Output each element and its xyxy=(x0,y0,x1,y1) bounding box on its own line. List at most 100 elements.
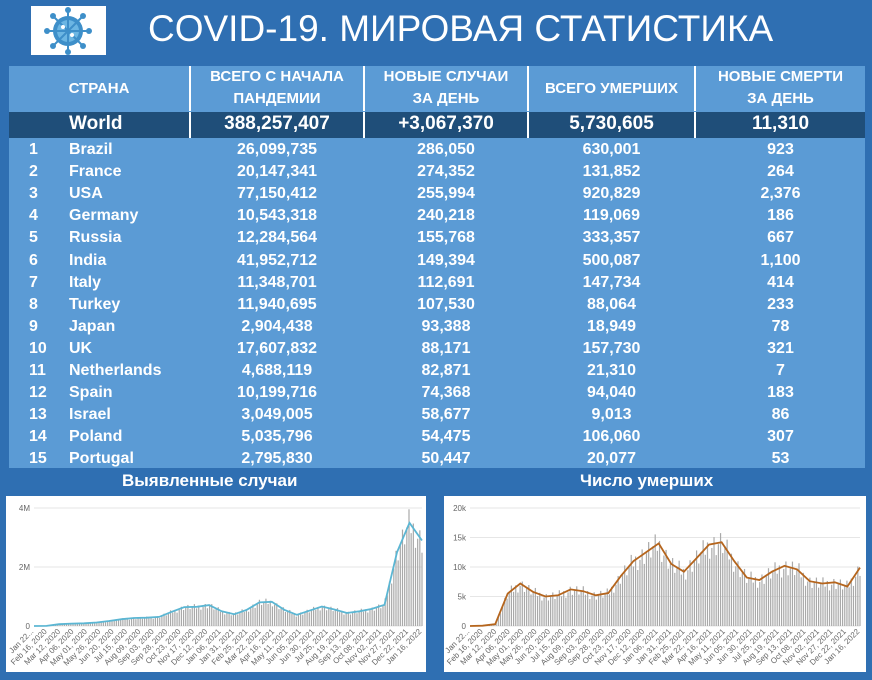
world-row: World 388,257,407 +3,067,370 5,730,605 1… xyxy=(9,112,865,138)
bar xyxy=(689,560,691,626)
divider xyxy=(363,66,365,111)
bar xyxy=(369,610,371,626)
bar xyxy=(113,620,115,626)
bar xyxy=(512,591,515,626)
cell-total-cases: 10,543,318 xyxy=(236,207,318,225)
bar xyxy=(794,575,796,626)
bar xyxy=(148,618,150,626)
bar xyxy=(419,530,421,626)
divider xyxy=(189,112,191,138)
bar xyxy=(761,574,763,626)
bar xyxy=(743,568,746,626)
bar xyxy=(674,572,676,626)
bar xyxy=(602,597,604,626)
bar xyxy=(855,576,857,626)
bar xyxy=(785,561,787,626)
bar xyxy=(358,611,360,626)
bar xyxy=(133,617,135,626)
bar xyxy=(130,618,133,626)
cell-total-deaths: 9,013 xyxy=(591,406,632,424)
bar xyxy=(271,606,274,626)
bar xyxy=(772,570,774,626)
bar xyxy=(217,607,219,626)
bar xyxy=(667,568,669,626)
bar xyxy=(571,594,574,626)
table-row: 8 Turkey 11,940,695 107,530 88,064 233 xyxy=(9,295,865,317)
cell-country: Japan xyxy=(69,317,116,335)
bar xyxy=(759,581,761,626)
cell-country: Turkey xyxy=(69,295,121,313)
bar xyxy=(621,574,624,626)
bar xyxy=(809,577,811,626)
bar xyxy=(256,603,258,626)
bar xyxy=(247,611,250,626)
bar xyxy=(663,555,665,626)
cell-total-deaths: 18,949 xyxy=(587,317,636,335)
bar xyxy=(591,595,593,626)
bar xyxy=(349,614,352,626)
bar xyxy=(658,540,661,626)
bar xyxy=(341,610,343,626)
bar xyxy=(859,575,861,626)
bar xyxy=(502,606,504,626)
bar xyxy=(206,608,209,626)
y-tick-label: 20k xyxy=(453,504,467,513)
bar xyxy=(639,559,641,626)
cell-total-deaths: 630,001 xyxy=(582,141,641,158)
trend-line xyxy=(469,541,861,627)
bar xyxy=(532,591,534,626)
bar xyxy=(65,623,68,626)
bar xyxy=(399,545,401,626)
bar xyxy=(278,609,280,626)
bar xyxy=(232,614,235,626)
y-tick-label: 15k xyxy=(453,534,467,543)
bar xyxy=(615,584,617,626)
bar xyxy=(844,584,846,626)
bar xyxy=(63,624,65,626)
bar xyxy=(754,577,757,626)
bar xyxy=(198,605,200,626)
bar xyxy=(584,594,587,626)
bar xyxy=(578,594,580,626)
bar xyxy=(637,570,639,626)
table-row: 9 Japan 2,904,438 93,388 18,949 78 xyxy=(9,317,865,339)
cell-new-deaths: 414 xyxy=(767,273,794,291)
bar xyxy=(83,623,85,626)
world-total-cases: 388,257,407 xyxy=(224,113,330,134)
bar xyxy=(676,566,678,626)
header-total-deaths: ВСЕГО УМЕРШИХ xyxy=(545,80,678,97)
cell-new-deaths: 53 xyxy=(771,450,790,468)
bar xyxy=(282,607,284,626)
cell-country: Russia xyxy=(69,229,122,247)
cell-total-deaths: 94,040 xyxy=(587,384,636,402)
bar xyxy=(336,608,339,626)
bar xyxy=(111,621,113,626)
bar xyxy=(104,622,107,626)
cell-new-cases: 74,368 xyxy=(421,384,471,402)
bar xyxy=(291,613,293,626)
bar xyxy=(414,547,417,626)
cell-total-cases: 11,348,701 xyxy=(237,273,317,291)
bar xyxy=(619,583,621,626)
cell-new-cases: 50,447 xyxy=(421,450,471,468)
header-total-cases: ВСЕГО С НАЧАЛА ПАНДЕМИИ xyxy=(191,66,363,111)
cell-total-deaths: 157,730 xyxy=(582,339,641,357)
bar xyxy=(228,611,230,626)
table-row: 3 USA 77,150,412 255,994 920,829 2,376 xyxy=(9,184,865,206)
header-new-deaths: НОВЫЕ СМЕРТИ ЗА ДЕНЬ xyxy=(696,66,865,111)
bar xyxy=(221,610,224,626)
bar xyxy=(523,591,526,626)
cell-total-cases: 5,035,796 xyxy=(241,428,313,446)
bar xyxy=(748,577,750,626)
bar xyxy=(604,593,606,626)
bar xyxy=(735,566,737,626)
bar xyxy=(265,598,267,626)
bar xyxy=(334,609,336,626)
bar xyxy=(189,609,191,626)
cell-country: Israel xyxy=(69,406,111,424)
world-name: World xyxy=(69,113,123,134)
cell-country: USA xyxy=(69,185,103,203)
bar xyxy=(115,619,117,626)
bar xyxy=(137,618,139,626)
bar xyxy=(539,592,541,626)
